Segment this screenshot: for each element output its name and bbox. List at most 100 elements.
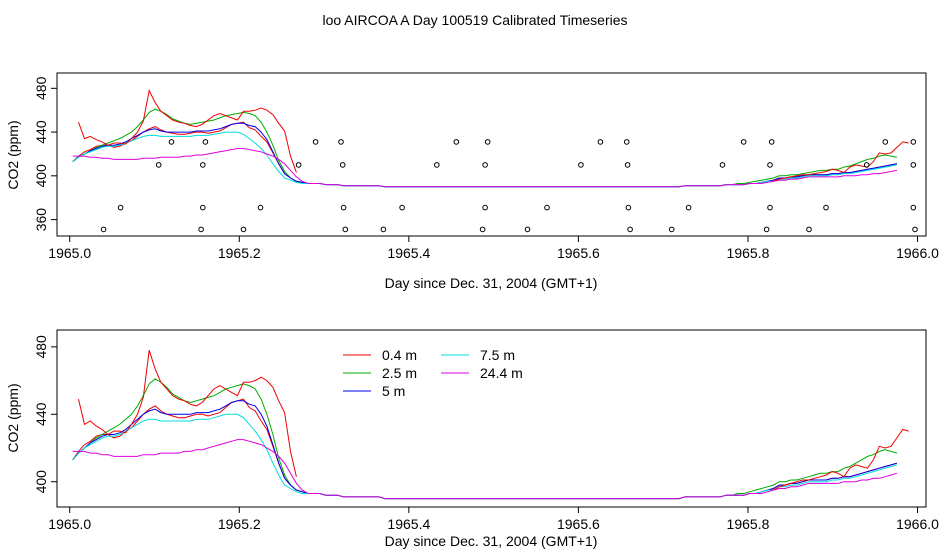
- scatter-point: [882, 139, 889, 145]
- bottom-x-axis: 1965.0 1965.2 1965.4 1965.6 1965.8 1966.0: [48, 507, 939, 532]
- scatter-point: [768, 139, 775, 145]
- scatter-point: [117, 204, 124, 211]
- bottom-x-tick-label: 1965.6: [557, 516, 600, 532]
- top-series-line: [72, 108, 897, 188]
- top-y-tick-label: 400: [33, 164, 49, 188]
- top-x-tick-label: 1965.2: [218, 245, 261, 261]
- top-series-line: [78, 88, 297, 173]
- scatter-point: [627, 226, 633, 233]
- scatter-point: [295, 162, 302, 168]
- scatter-point: [623, 139, 630, 145]
- top-x-tick-label: 1965.0: [48, 245, 91, 261]
- bottom-series-line: [72, 413, 898, 500]
- scatter-point: [339, 162, 346, 168]
- top-x-tick-label: 1965.8: [727, 245, 770, 261]
- scatter-point: [767, 162, 773, 168]
- scatter-point: [200, 162, 206, 168]
- top-y-tick-label: 440: [33, 120, 49, 144]
- bottom-y-tick-label: 440: [33, 402, 49, 426]
- scatter-point: [338, 139, 344, 145]
- bottom-y-tick-label: 400: [33, 470, 49, 494]
- legend-label: 7.5 m: [480, 347, 515, 363]
- scatter-point: [910, 162, 917, 168]
- scatter-point: [578, 162, 584, 168]
- scatter-point: [482, 204, 488, 211]
- top-series-line: [72, 148, 897, 188]
- bottom-series-line: [72, 378, 898, 500]
- scatter-point: [806, 226, 812, 233]
- scatter-point: [100, 226, 107, 233]
- bottom-x-axis-label: Day since Dec. 31, 2004 (GMT+1): [385, 533, 598, 549]
- scatter-point: [312, 139, 319, 145]
- scatter-point: [668, 226, 675, 233]
- scatter-point: [200, 204, 206, 211]
- scatter-point: [524, 226, 531, 233]
- scatter-point: [740, 139, 747, 145]
- top-x-tick-label: 1965.6: [557, 245, 600, 261]
- bottom-x-tick-label: 1965.0: [48, 516, 91, 532]
- bottom-series-line: [78, 350, 297, 477]
- scatter-point: [763, 226, 770, 233]
- scatter-point: [257, 204, 264, 211]
- bottom-plot-frame: [56, 329, 927, 508]
- scatter-point: [910, 204, 917, 211]
- legend-label: 24.4 m: [480, 365, 523, 381]
- bottom-x-tick-label: 1965.2: [218, 516, 261, 532]
- top-series-line: [773, 141, 909, 182]
- legend: 0.4 m 2.5 m 5 m 7.5 m 24.4 m: [343, 347, 523, 399]
- bottom-series-line: [72, 398, 898, 500]
- bottom-series-lines: [72, 350, 909, 500]
- top-panel: 1965.0 1965.2 1965.4 1965.6 1965.8 1966.0 360…: [5, 72, 939, 291]
- top-y-tick-label: 480: [33, 76, 49, 100]
- bottom-y-axis-label: CO2 (ppm): [5, 383, 21, 452]
- scatter-point: [685, 204, 692, 211]
- scatter-point: [863, 162, 870, 168]
- top-scatter-points: [100, 139, 918, 233]
- bottom-series-line: [773, 428, 909, 491]
- scatter-point: [155, 162, 162, 168]
- scatter-point: [168, 139, 175, 145]
- bottom-x-tick-label: 1965.4: [387, 516, 430, 532]
- scatter-point: [399, 204, 405, 211]
- scatter-point: [482, 162, 488, 168]
- scatter-point: [767, 204, 773, 211]
- top-x-axis: 1965.0 1965.2 1965.4 1965.6 1965.8 1966.0: [48, 236, 939, 261]
- page-title: loo AIRCOA A Day 100519 Calibrated Times…: [322, 12, 627, 28]
- top-x-axis-label: Day since Dec. 31, 2004 (GMT+1): [385, 275, 598, 291]
- scatter-point: [340, 204, 347, 211]
- bottom-series-line: [72, 439, 898, 500]
- top-y-axis: 360 400 440 480: [33, 76, 57, 231]
- top-plot-frame: [56, 72, 927, 237]
- scatter-point: [910, 139, 917, 145]
- bottom-x-tick-label: 1966.0: [896, 516, 939, 532]
- top-y-axis-label: CO2 (ppm): [5, 120, 21, 189]
- scatter-point: [912, 226, 918, 233]
- bottom-y-axis: 400 440 480: [33, 335, 57, 493]
- scatter-point: [597, 139, 604, 145]
- scatter-point: [823, 204, 829, 211]
- legend-label: 2.5 m: [382, 365, 417, 381]
- scatter-point: [453, 139, 460, 145]
- scatter-point: [198, 226, 204, 233]
- scatter-point: [202, 139, 209, 145]
- scatter-point: [240, 226, 247, 233]
- scatter-point: [380, 226, 387, 233]
- bottom-y-tick-label: 480: [33, 335, 49, 359]
- scatter-point: [479, 226, 486, 233]
- scatter-point: [624, 162, 631, 168]
- top-x-tick-label: 1965.4: [387, 245, 430, 261]
- scatter-point: [434, 162, 440, 168]
- bottom-x-tick-label: 1965.8: [727, 516, 770, 532]
- scatter-point: [342, 226, 349, 233]
- legend-label: 5 m: [382, 383, 405, 399]
- scatter-point: [544, 204, 550, 211]
- top-y-tick-label: 360: [33, 208, 49, 232]
- legend-label: 0.4 m: [382, 347, 417, 363]
- scatter-point: [625, 204, 632, 211]
- scatter-point: [484, 139, 491, 145]
- top-x-tick-label: 1966.0: [896, 245, 939, 261]
- bottom-panel: 1965.0 1965.2 1965.4 1965.6 1965.8 1966.0 400…: [5, 329, 939, 549]
- scatter-point: [719, 162, 726, 168]
- top-series-lines: [72, 88, 909, 188]
